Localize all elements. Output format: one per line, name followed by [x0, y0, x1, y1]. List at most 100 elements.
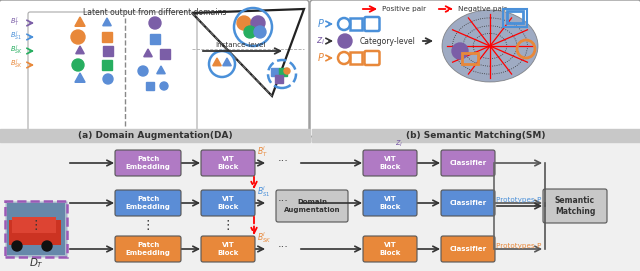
Bar [160, 49, 170, 59]
Text: Patch
Embedding: Patch Embedding [125, 196, 170, 210]
Circle shape [72, 59, 84, 71]
Text: ViT
Block: ViT Block [218, 242, 239, 256]
FancyBboxPatch shape [201, 236, 255, 262]
Polygon shape [157, 66, 165, 74]
FancyBboxPatch shape [363, 236, 417, 262]
Text: Domain
Augmentation: Domain Augmentation [284, 199, 340, 213]
Polygon shape [103, 18, 111, 26]
Text: Latent output from different domains: Latent output from different domains [83, 8, 227, 17]
Text: $B^l_{S1}$: $B^l_{S1}$ [10, 29, 22, 43]
Text: ViT
Block: ViT Block [380, 242, 401, 256]
Text: Prototypes P: Prototypes P [496, 243, 541, 249]
Polygon shape [223, 58, 231, 66]
Text: ···: ··· [278, 156, 289, 166]
Text: ViT
Block: ViT Block [380, 156, 401, 170]
Text: $B^l_{SK}$: $B^l_{SK}$ [10, 43, 23, 57]
FancyBboxPatch shape [441, 190, 495, 216]
Text: ⋮: ⋮ [141, 220, 154, 233]
FancyBboxPatch shape [0, 0, 309, 137]
Bar [102, 60, 112, 70]
Polygon shape [144, 49, 152, 57]
Bar [275, 75, 283, 83]
Bar [102, 32, 112, 42]
Text: Patch
Embedding: Patch Embedding [125, 156, 170, 170]
Text: $B^l_{SK}$: $B^l_{SK}$ [10, 57, 23, 71]
Text: (b) Semantic Matching(SM): (b) Semantic Matching(SM) [406, 131, 546, 140]
FancyBboxPatch shape [363, 190, 417, 216]
Text: $B^l_{SK}$: $B^l_{SK}$ [257, 230, 271, 245]
Circle shape [251, 16, 265, 30]
FancyBboxPatch shape [115, 150, 181, 176]
FancyBboxPatch shape [310, 0, 640, 137]
Bar [279, 68, 287, 76]
FancyBboxPatch shape [28, 12, 197, 131]
Bar [150, 34, 160, 44]
Text: $D_T$: $D_T$ [29, 256, 44, 270]
Circle shape [149, 17, 161, 29]
Text: Semantic
Matching: Semantic Matching [555, 196, 595, 216]
Circle shape [71, 30, 85, 44]
Circle shape [254, 26, 266, 38]
Text: $z_i$: $z_i$ [316, 35, 325, 47]
Circle shape [12, 241, 22, 251]
Polygon shape [212, 58, 221, 66]
Circle shape [237, 16, 251, 30]
Polygon shape [75, 17, 85, 26]
Polygon shape [76, 46, 84, 54]
Bar [12, 217, 56, 233]
Text: Negative pair: Negative pair [458, 6, 507, 12]
Circle shape [452, 43, 468, 59]
Text: Positive pair: Positive pair [382, 6, 426, 12]
Circle shape [284, 68, 290, 74]
Text: (a) Domain Augmentation(DA): (a) Domain Augmentation(DA) [77, 131, 232, 140]
FancyBboxPatch shape [441, 236, 495, 262]
Circle shape [338, 34, 352, 48]
Text: Prototypes P: Prototypes P [496, 197, 541, 203]
Bar [271, 68, 279, 76]
Text: ViT
Block: ViT Block [218, 156, 239, 170]
Circle shape [138, 66, 148, 76]
Circle shape [160, 82, 168, 90]
Text: $B^l_{S1}$: $B^l_{S1}$ [257, 184, 271, 199]
Bar [0, 129, 310, 142]
Text: ViT
Block: ViT Block [380, 196, 401, 210]
Text: $B^l_T$: $B^l_T$ [257, 144, 268, 159]
Text: ⋮: ⋮ [29, 220, 42, 233]
FancyBboxPatch shape [363, 150, 417, 176]
Bar [0, 142, 640, 271]
Text: ···: ··· [278, 242, 289, 252]
Text: Classifier: Classifier [449, 200, 486, 206]
Text: Classifier: Classifier [449, 160, 486, 166]
Bar [103, 46, 113, 56]
Text: $z_i$: $z_i$ [395, 138, 403, 149]
Text: Instance-level: Instance-level [215, 42, 265, 48]
Text: ···: ··· [278, 196, 289, 206]
Bar [146, 82, 154, 90]
Text: P: P [318, 19, 324, 29]
FancyBboxPatch shape [276, 190, 348, 222]
Bar [9, 220, 61, 245]
Text: Patch
Embedding: Patch Embedding [125, 242, 170, 256]
FancyBboxPatch shape [115, 190, 181, 216]
FancyBboxPatch shape [115, 236, 181, 262]
FancyBboxPatch shape [543, 189, 607, 223]
Bar [462, 53, 478, 64]
Circle shape [42, 241, 52, 251]
Bar [5, 201, 67, 257]
Circle shape [244, 26, 256, 38]
Text: ⋮: ⋮ [221, 220, 234, 233]
Bar [312, 129, 640, 142]
FancyBboxPatch shape [441, 150, 495, 176]
Bar [7, 203, 65, 255]
Text: $B^l_T$: $B^l_T$ [10, 15, 20, 29]
FancyBboxPatch shape [201, 150, 255, 176]
Polygon shape [75, 73, 85, 82]
Text: Category-level: Category-level [360, 37, 416, 46]
Circle shape [103, 74, 113, 84]
Text: Classifier: Classifier [449, 246, 486, 252]
Ellipse shape [442, 10, 538, 82]
Text: ViT
Block: ViT Block [218, 196, 239, 210]
Text: P: P [318, 53, 324, 63]
Bar [350, 52, 362, 64]
Bar [507, 11, 523, 23]
